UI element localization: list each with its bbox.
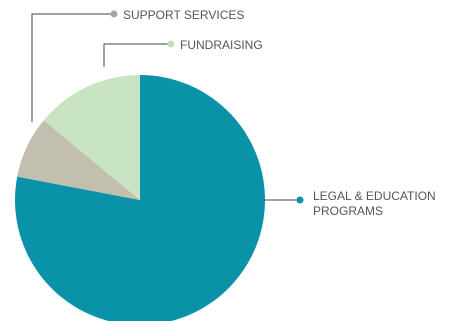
slice-label-fundraising: FUNDRAISING bbox=[180, 38, 263, 52]
leader-dot-legal-education bbox=[296, 196, 304, 204]
slice-label-line: FUNDRAISING bbox=[180, 38, 263, 52]
leader-lines bbox=[31, 10, 304, 204]
leader-line-fundraising bbox=[103, 43, 171, 67]
leader-line-support-services bbox=[31, 13, 114, 122]
pie-slice-legal-education bbox=[15, 75, 265, 321]
slice-label-line: PROGRAMS bbox=[313, 204, 383, 218]
slice-label-line: SUPPORT SERVICES bbox=[123, 8, 244, 22]
slice-label-line: LEGAL & EDUCATION bbox=[313, 189, 436, 203]
pie-slices bbox=[15, 75, 265, 321]
leader-dot-support-services bbox=[110, 10, 118, 18]
slice-label-legal-education: LEGAL & EDUCATION PROGRAMS bbox=[313, 189, 436, 218]
leader-dot-fundraising bbox=[167, 40, 175, 48]
pie-slice-support-services bbox=[17, 120, 140, 200]
slice-labels: LEGAL & EDUCATION PROGRAMS SUPPORT SERVICE… bbox=[123, 8, 436, 218]
slice-label-support-services: SUPPORT SERVICES bbox=[123, 8, 244, 22]
pie-slice-fundraising bbox=[43, 75, 140, 200]
